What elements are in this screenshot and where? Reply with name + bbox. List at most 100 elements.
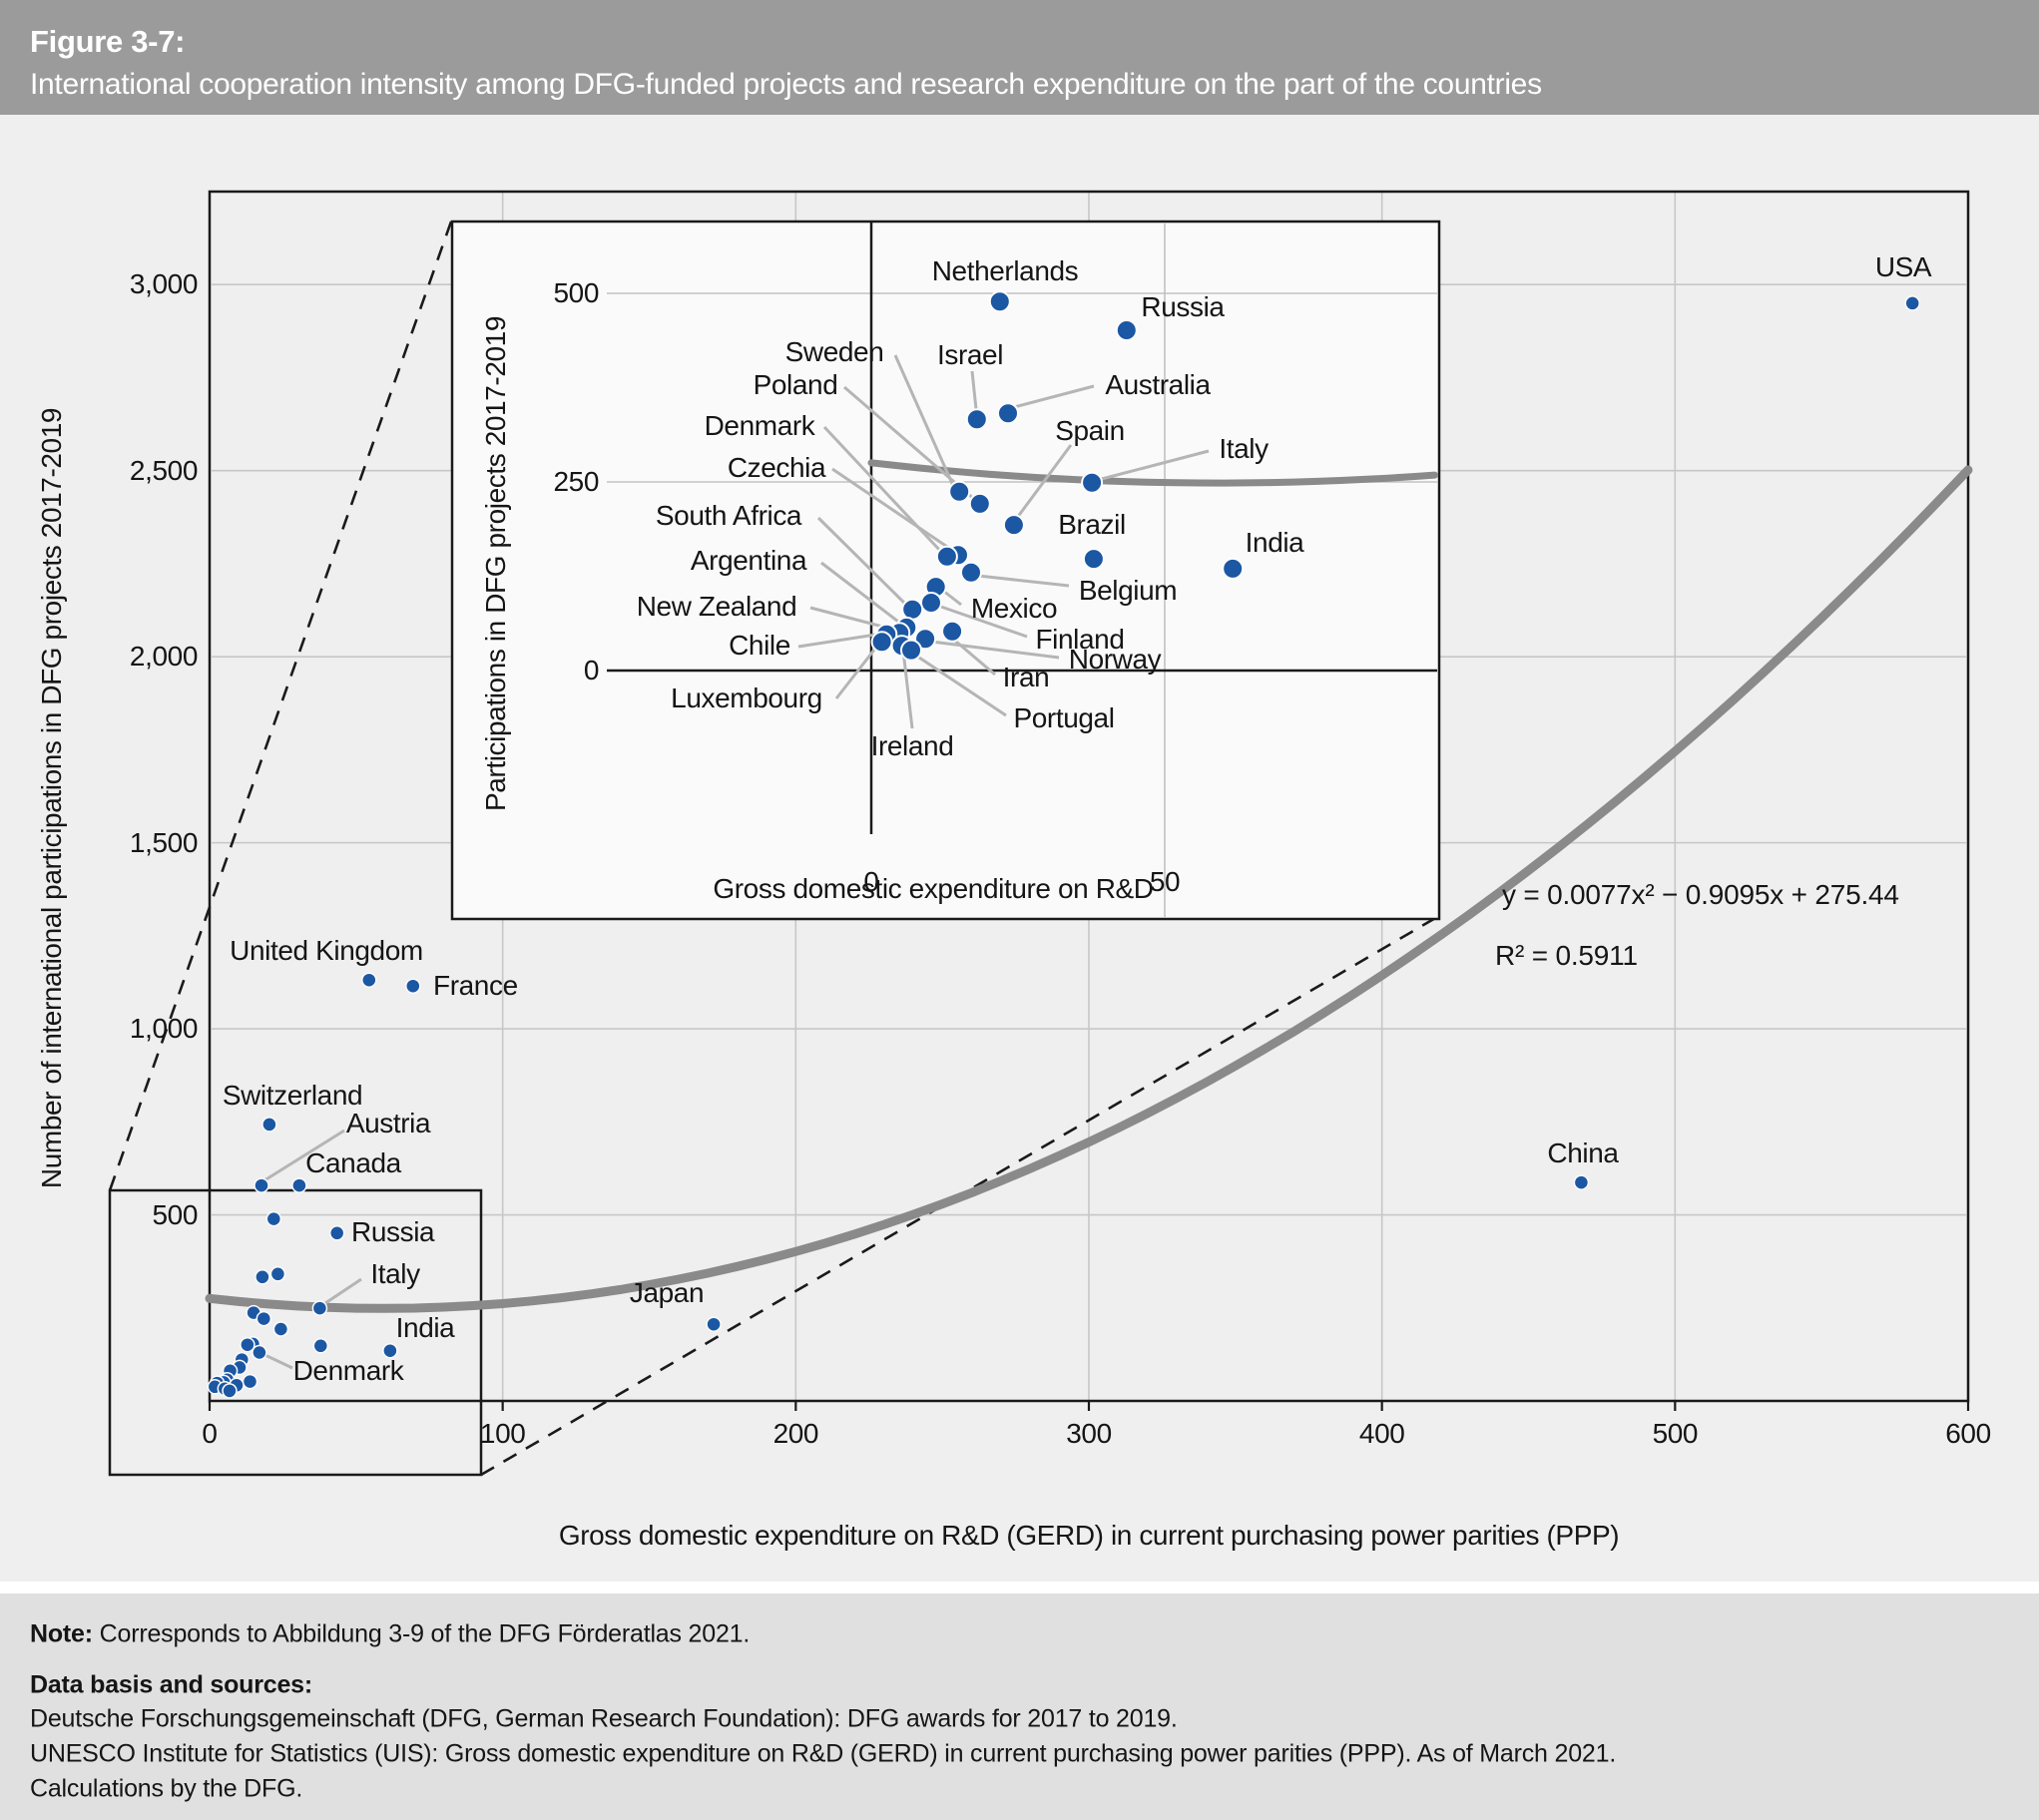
leader-inset-argentina: [820, 561, 903, 627]
main-x-tick-500: 500: [1652, 1418, 1699, 1449]
leader-inset-portugal: [915, 654, 1007, 717]
data-point-india: [382, 1342, 398, 1359]
inset-country-label-belgium: Belgium: [1078, 575, 1178, 606]
inset-country-label-argentina: Argentina: [690, 545, 807, 576]
country-label-china: China: [1547, 1138, 1619, 1168]
inset-country-label-czechia: Czechia: [727, 452, 826, 483]
country-label-france: France: [433, 970, 518, 1001]
inset-point-south-africa: [901, 598, 924, 621]
inset-country-label-brazil: Brazil: [1058, 509, 1126, 540]
main-x-tick-200: 200: [772, 1418, 819, 1449]
inset-point-netherlands: [988, 290, 1011, 313]
leader-main-austria: [263, 1129, 345, 1182]
figure-header: Figure 3-7: International cooperation in…: [0, 0, 2039, 115]
inset-point-norway: [914, 628, 937, 651]
source-line-unesco: UNESCO Institute for Statistics (UIS): G…: [30, 1739, 1617, 1768]
leader-inset-denmark: [822, 425, 944, 555]
figure-number: Figure 3-7:: [30, 24, 186, 59]
country-label-austria: Austria: [345, 1108, 431, 1138]
country-label-italy: Italy: [370, 1258, 420, 1289]
data-point-portugal: [222, 1383, 238, 1399]
inset-point-portugal: [900, 639, 922, 662]
data-point-china: [1573, 1174, 1590, 1190]
country-label-switzerland: Switzerland: [222, 1080, 363, 1111]
inset-country-label-portugal: Portugal: [1013, 702, 1115, 733]
main-y-tick-2-500: 2,500: [129, 454, 198, 486]
leader-inset-spain: [1015, 444, 1073, 519]
inset-country-label-india: India: [1245, 527, 1304, 558]
inset-frame: [450, 220, 1441, 921]
main-y-axis-title: Number of international participations i…: [36, 407, 67, 1189]
inset-country-label-new-zealand: New Zealand: [636, 591, 797, 622]
data-point-brazil: [312, 1338, 329, 1354]
country-label-russia: Russia: [351, 1216, 435, 1247]
source-line-calculations: Calculations by the DFG.: [30, 1774, 303, 1803]
inset-point-iran: [941, 620, 964, 643]
leader-inset-south-africa: [816, 516, 910, 609]
leader-inset-finland: [937, 604, 1028, 639]
country-label-canada: Canada: [305, 1147, 401, 1178]
inset-point-spain: [1002, 514, 1025, 537]
data-point-japan: [706, 1316, 722, 1332]
main-y-tick-1-000: 1,000: [129, 1013, 198, 1045]
inset-point-sweden: [948, 480, 971, 503]
country-label-usa: USA: [1874, 251, 1932, 282]
trendline-r-squared: R² = 0.5911: [1495, 940, 1638, 971]
note-text: Corresponds to Abbildung 3-9 of the DFG …: [92, 1619, 751, 1648]
inset-country-label-luxembourg: Luxembourg: [671, 682, 822, 713]
source-line-dfg: Deutsche Forschungsgemeinschaft (DFG, Ge…: [30, 1704, 1178, 1733]
inset-country-label-finland: Finland: [1035, 624, 1125, 655]
main-y-tick-3-000: 3,000: [129, 268, 198, 300]
inset-country-label-russia: Russia: [1141, 291, 1225, 322]
inset-country-label-chile: Chile: [729, 630, 790, 661]
inset-country-label-denmark: Denmark: [704, 410, 815, 441]
inset-point-india: [1222, 557, 1245, 580]
figure-title: International cooperation intensity amon…: [30, 68, 1542, 101]
data-point-italy: [311, 1300, 328, 1316]
data-point-belgium: [252, 1344, 267, 1361]
inset-country-label-sweden: Sweden: [784, 336, 884, 367]
inset-x-tick-50: 50: [1149, 866, 1181, 897]
leader-inset-czechia: [831, 467, 954, 553]
main-x-tick-400: 400: [1358, 1418, 1405, 1449]
leader-inset-australia: [1013, 384, 1095, 409]
sources-heading: Data basis and sources:: [30, 1670, 313, 1699]
inset-x-tick-0: 0: [863, 866, 879, 897]
inset-point-belgium: [960, 561, 982, 584]
note-line: Note: Corresponds to Abbildung 3-9 of th…: [30, 1620, 750, 1649]
country-label-denmark: Denmark: [292, 1355, 404, 1386]
inset-point-luxembourg: [870, 631, 893, 654]
inset-country-label-ireland: Ireland: [870, 730, 954, 761]
figure-footer: Note: Corresponds to Abbildung 3-9 of th…: [0, 1593, 2039, 1820]
inset-y-axis-title: Participations in DFG projects 2017-2019: [480, 315, 511, 812]
main-y-tick-500: 500: [152, 1198, 198, 1230]
data-point-netherlands: [265, 1210, 282, 1227]
data-point-australia: [269, 1266, 286, 1282]
main-x-tick-0: 0: [202, 1418, 218, 1449]
leader-inset-iran: [948, 634, 996, 677]
data-point-usa: [1904, 295, 1920, 311]
inset-point-denmark: [935, 545, 958, 568]
main-x-axis-title: Gross domestic expenditure on R&D (GERD)…: [558, 1520, 1620, 1551]
leader-main-italy: [324, 1277, 362, 1305]
main-x-tick-600: 600: [1945, 1418, 1991, 1449]
inset-point-finland: [920, 592, 942, 614]
note-label: Note:: [30, 1619, 93, 1648]
data-point-iran: [242, 1373, 258, 1390]
leader-inset-poland: [843, 385, 976, 502]
main-y-tick-2-000: 2,000: [129, 641, 198, 673]
data-point-canada: [291, 1177, 307, 1193]
data-point-russia: [328, 1225, 345, 1241]
data-point-israel: [255, 1269, 270, 1285]
inset-point-brazil: [1082, 548, 1105, 571]
zoom-connector-left: [108, 221, 453, 1191]
inset-point-australia: [997, 402, 1019, 425]
trendline-equation: y = 0.0077x² − 0.9095x + 275.44: [1502, 879, 1899, 910]
data-point-denmark: [240, 1336, 255, 1353]
trend-curve-main: [205, 465, 1973, 1313]
inset-country-label-netherlands: Netherlands: [931, 255, 1079, 286]
data-point-austria: [254, 1177, 269, 1193]
country-label-united-kingdom: United Kingdom: [230, 935, 423, 966]
